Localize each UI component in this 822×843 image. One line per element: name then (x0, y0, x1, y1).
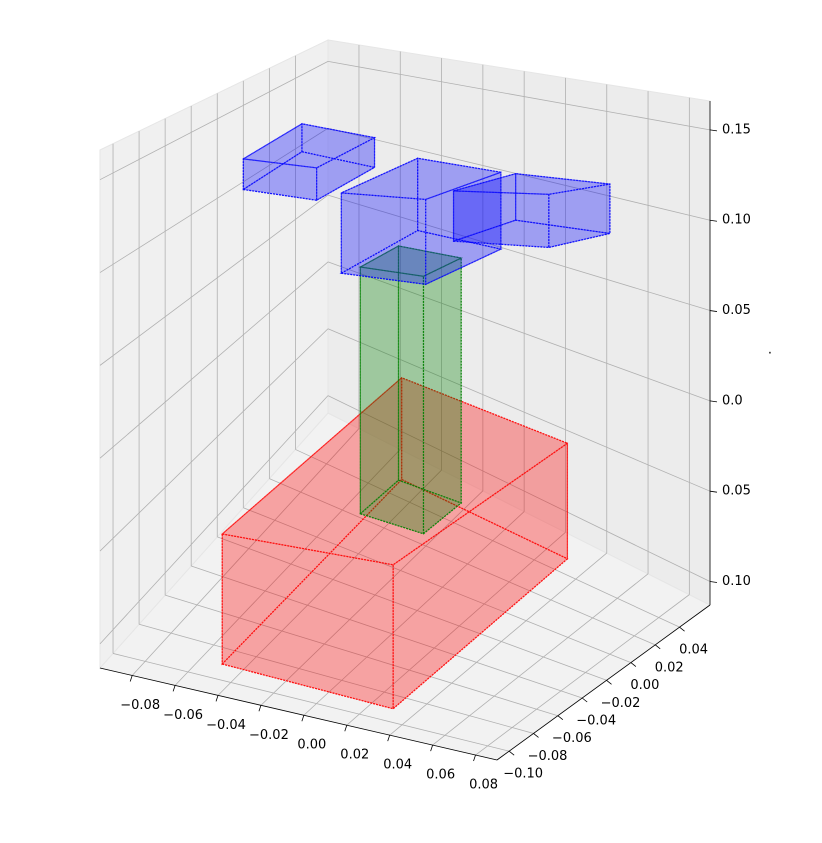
tick-mark (709, 581, 718, 583)
grid-line (389, 552, 608, 736)
grid-line (131, 428, 360, 676)
point-cloud-part (339, 157, 504, 286)
grid-line (99, 395, 329, 645)
point-cloud-part (220, 376, 569, 711)
tick-mark (129, 675, 133, 682)
tick-mark (581, 697, 588, 703)
y-tick-label: −0.06 (552, 731, 592, 746)
cuboid-face (220, 377, 569, 566)
grid-line (243, 507, 632, 663)
cuboid-face (358, 245, 464, 277)
x-tick-label: −0.04 (206, 718, 246, 733)
cuboid-face (397, 245, 462, 504)
grid-line (303, 511, 525, 716)
grid-line (191, 565, 583, 699)
y-tick-label: −0.10 (503, 767, 543, 782)
grid-line (327, 60, 711, 131)
tick-mark (258, 705, 262, 712)
point-cloud-part (241, 122, 377, 202)
tick-mark (606, 679, 612, 685)
cuboid-face (339, 229, 503, 285)
grid-line (269, 478, 656, 646)
grid-line (99, 61, 329, 181)
z-axis-label: . (768, 343, 772, 358)
grid-line (327, 328, 711, 492)
x-tick-label: 0.02 (340, 748, 369, 763)
tick-mark (172, 685, 176, 692)
grid-line (99, 328, 329, 552)
tick-mark (709, 129, 718, 132)
cuboid-face (453, 173, 611, 195)
tick-mark (557, 715, 564, 721)
cuboid-face (359, 266, 425, 535)
x-tick-label: 0.08 (469, 778, 498, 793)
y-tick-label: −0.04 (576, 714, 616, 729)
y-tick-label: 0.00 (630, 678, 659, 693)
point-cloud-part (358, 244, 464, 536)
tick-mark (654, 644, 661, 650)
tick-mark (473, 754, 476, 762)
tick-mark (344, 725, 348, 732)
z-tick-label: 0.10 (722, 574, 751, 589)
grid-line (327, 395, 711, 582)
y-tick-label: 0.04 (679, 643, 708, 658)
cuboid-face (241, 123, 377, 169)
z-tick-label: 0.10 (722, 213, 751, 228)
tick-mark (215, 695, 219, 702)
tick-mark (679, 626, 685, 632)
tick-mark (709, 400, 718, 403)
tick-mark (709, 490, 718, 493)
point-cloud-part (452, 172, 611, 249)
grid-line (165, 594, 558, 717)
cuboid-face (422, 257, 462, 536)
grid-line (475, 594, 690, 756)
x-tick-label: 0.06 (426, 768, 455, 783)
grid-line (327, 127, 711, 221)
tick-mark (301, 715, 305, 722)
y-tick-label: 0.02 (655, 660, 684, 675)
grid-line (112, 653, 510, 752)
grid-line (217, 469, 442, 696)
grid-line (295, 449, 680, 628)
grid-line (99, 261, 329, 459)
grid-line (327, 261, 711, 402)
x-tick-label: −0.06 (163, 708, 203, 723)
z-tick-label: 0.05 (722, 484, 751, 499)
cuboid-face (392, 442, 569, 711)
y-tick-label: −0.08 (528, 749, 568, 764)
cuboid-face (340, 192, 427, 286)
y-axis-line (496, 604, 711, 761)
grid-line (217, 536, 607, 681)
grid-line (138, 623, 534, 734)
grid-line (432, 573, 649, 746)
x-tick-label: −0.02 (249, 728, 289, 743)
z-tick-label: 0.15 (722, 122, 751, 137)
grid-line (99, 127, 329, 273)
x-tick-label: 0.04 (383, 758, 412, 773)
x-tick-label: −0.08 (120, 698, 160, 713)
tick-mark (533, 733, 539, 738)
y-tick-label: −0.02 (601, 696, 641, 711)
grid-line (99, 194, 329, 366)
tick-mark (508, 750, 515, 756)
z-tick-label: 0.0 (722, 393, 743, 408)
x-axis-line (99, 667, 498, 761)
cuboid-face (221, 533, 394, 710)
z-tick-label: 0.05 (722, 303, 751, 318)
grid-line (346, 532, 566, 726)
tick-mark (709, 310, 718, 312)
tick-mark (630, 662, 637, 667)
tick-mark (430, 744, 434, 752)
cuboid-face (341, 157, 504, 201)
grid-line (174, 449, 401, 686)
cuboid-face (452, 190, 550, 249)
grid-line (327, 194, 711, 311)
grid-line (260, 490, 484, 706)
x-tick-label: 0.00 (297, 738, 326, 753)
tick-mark (387, 735, 391, 742)
tick-mark (709, 219, 718, 222)
